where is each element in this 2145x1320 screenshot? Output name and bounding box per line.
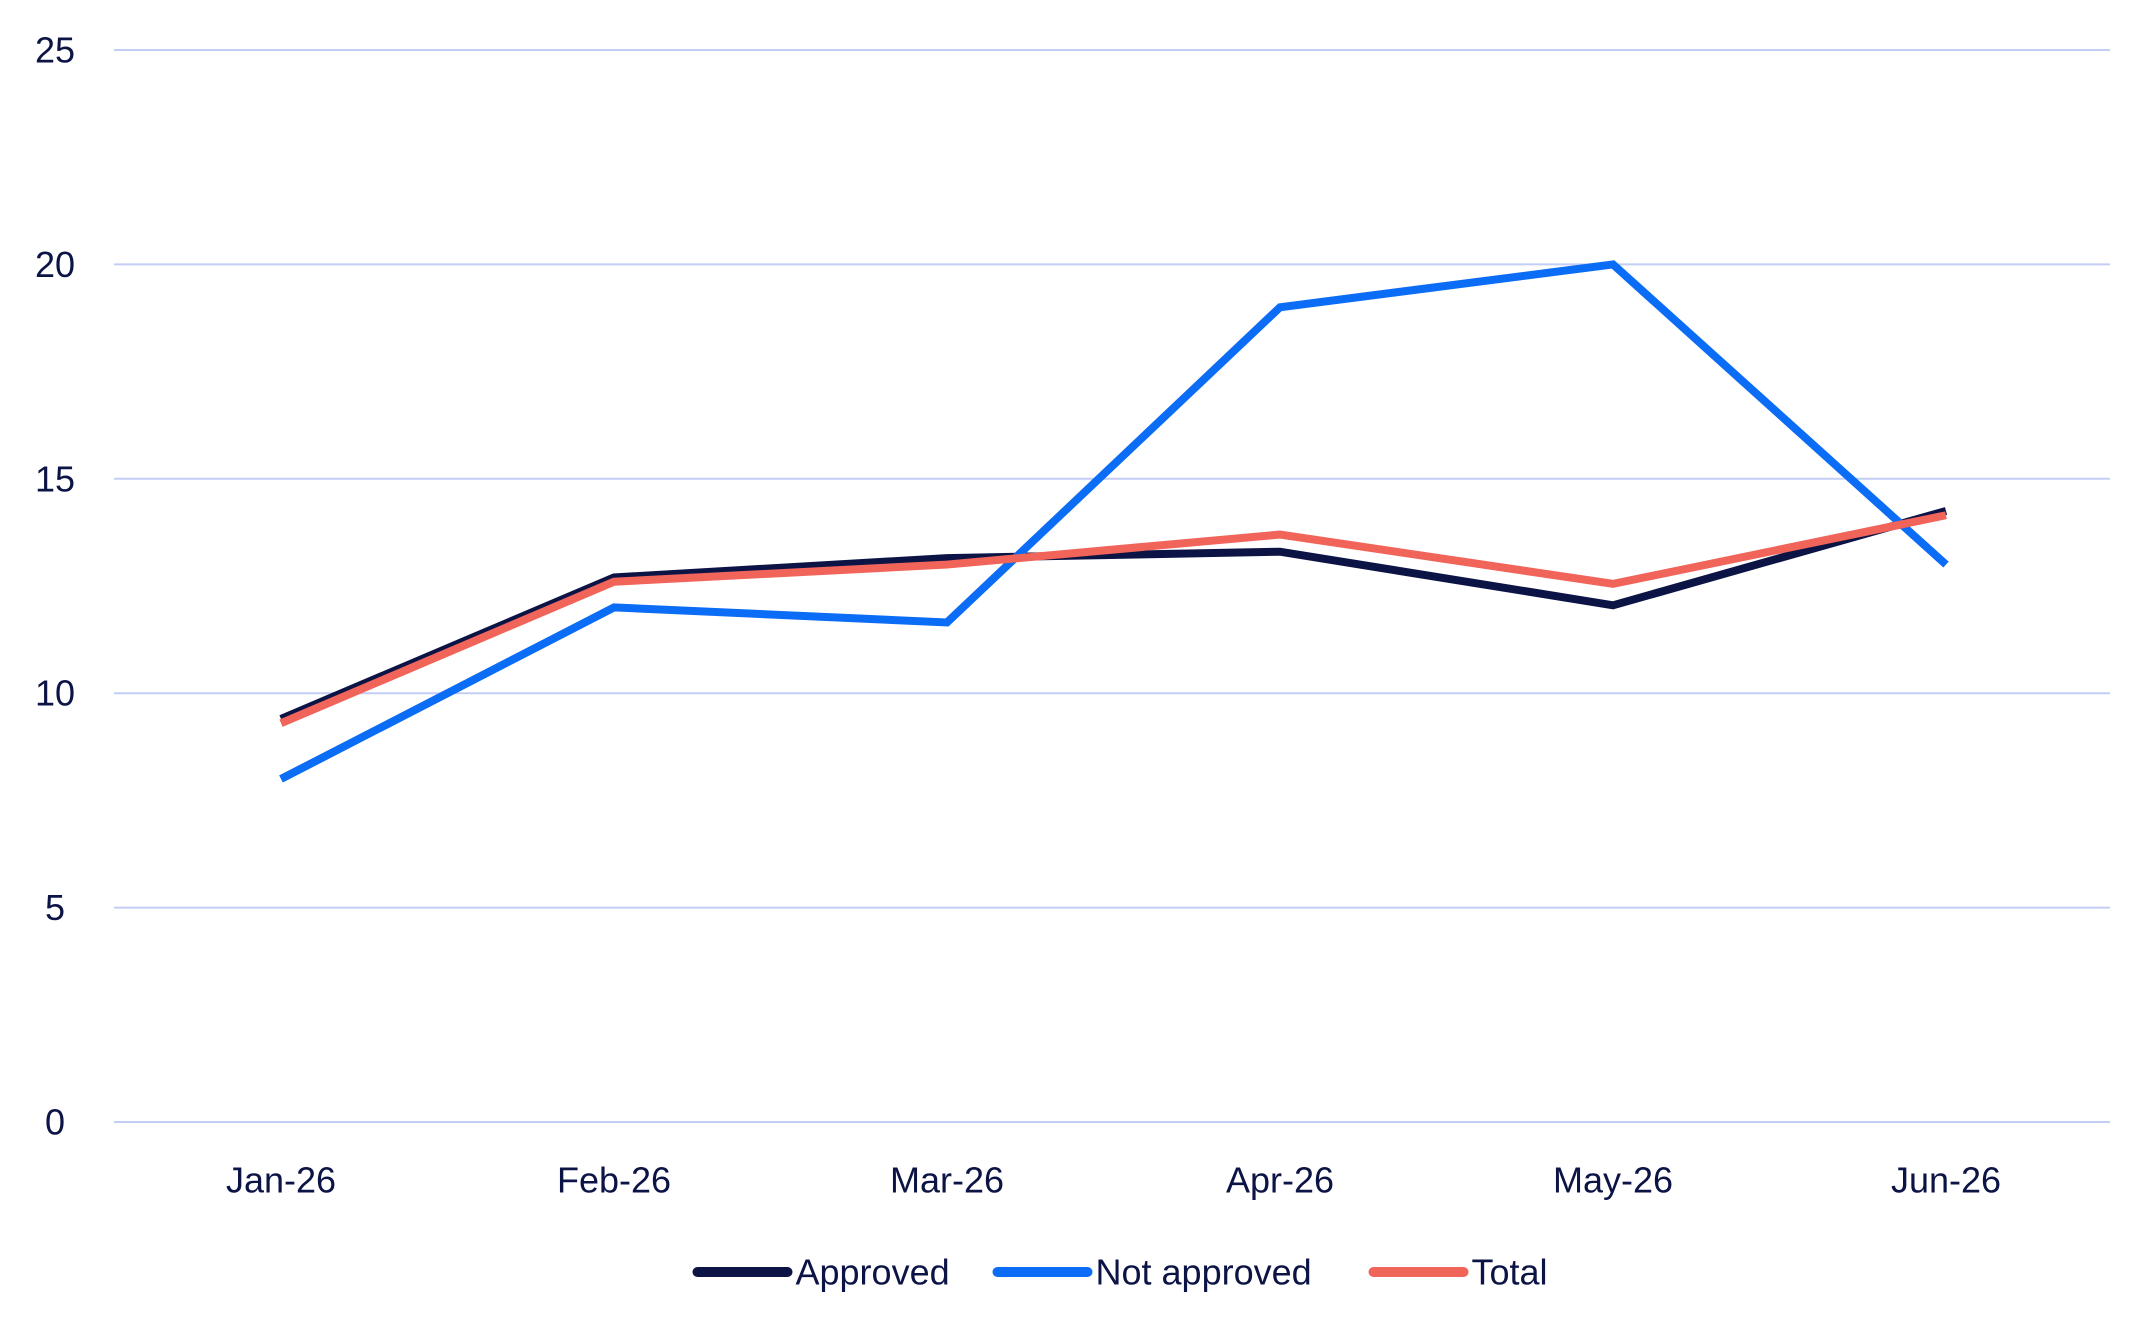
x-axis-ticks: Jan-26 Feb-26 Mar-26 Apr-26 May-26 Jun-26: [226, 1160, 2001, 1201]
y-tick-label: 25: [35, 30, 75, 71]
y-tick-label: 5: [45, 887, 65, 928]
gridlines: [114, 49, 2110, 1123]
x-tick-label: Feb-26: [557, 1160, 671, 1201]
x-tick-label: Jun-26: [1891, 1160, 2001, 1201]
x-tick-label: Mar-26: [890, 1160, 1004, 1201]
legend-item-approved: Approved: [692, 1252, 950, 1293]
x-tick-label: Apr-26: [1226, 1160, 1334, 1201]
x-tick-label: May-26: [1553, 1160, 1673, 1201]
series-lines: [279, 260, 1949, 783]
y-axis-ticks: 0 5 10 15 20 25: [35, 30, 75, 1143]
y-tick-label: 10: [35, 673, 75, 714]
series-line-not-approved: [279, 260, 1949, 783]
y-tick-label: 0: [45, 1102, 65, 1143]
legend-label: Not approved: [1096, 1252, 1312, 1293]
legend-item-total: Total: [1368, 1252, 1548, 1293]
x-tick-label: Jan-26: [226, 1160, 336, 1201]
y-tick-label: 15: [35, 458, 75, 499]
legend-label: Approved: [796, 1252, 950, 1293]
series-line-total: [279, 511, 1947, 727]
legend-label: Total: [1472, 1252, 1548, 1293]
legend: Approved Not approved Total: [692, 1252, 1548, 1293]
legend-item-not-approved: Not approved: [992, 1252, 1312, 1293]
y-tick-label: 20: [35, 244, 75, 285]
